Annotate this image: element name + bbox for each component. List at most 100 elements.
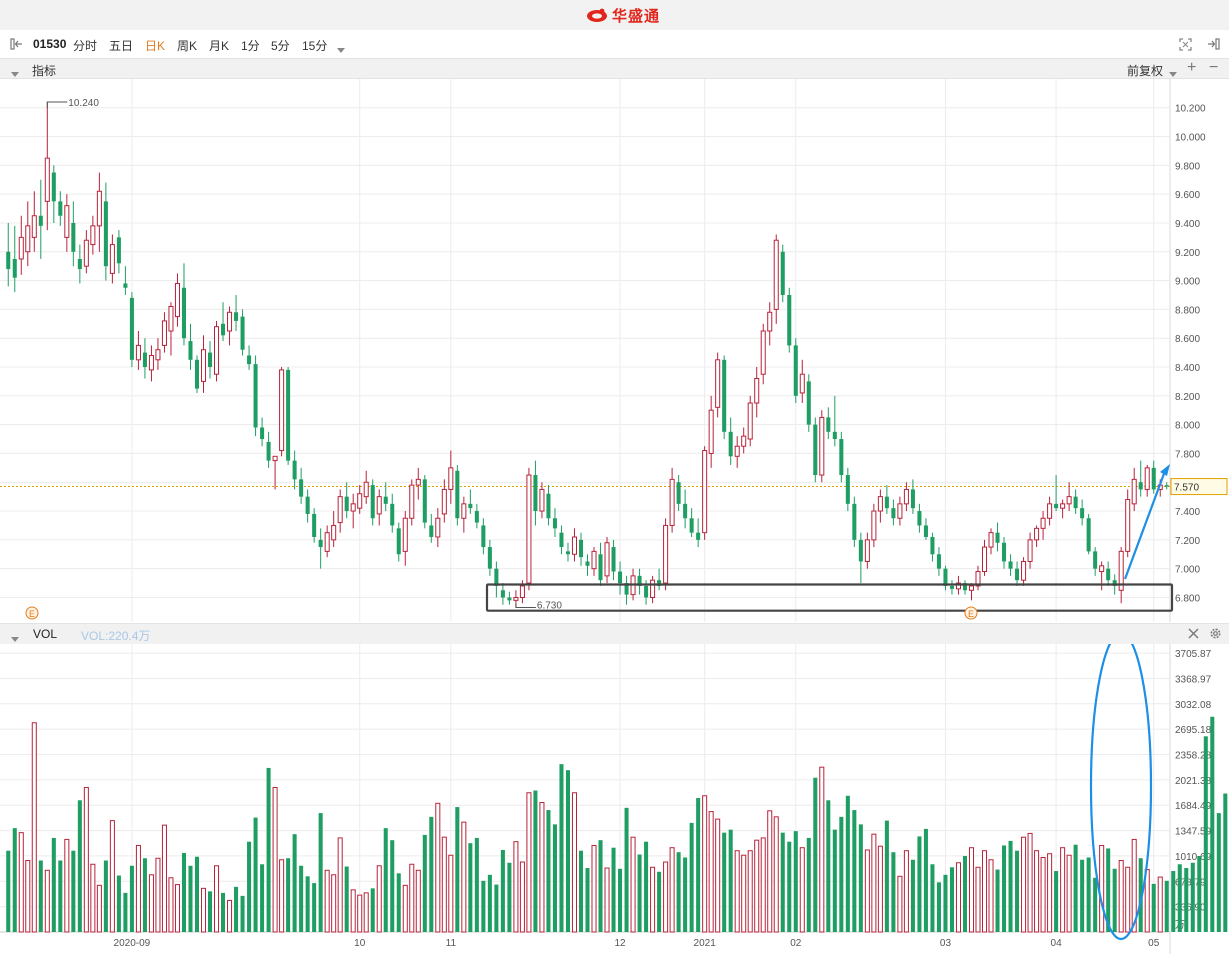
candle (903, 482, 909, 512)
volume-bar (1054, 871, 1059, 932)
tab-5min[interactable]: 5分 (271, 39, 290, 53)
candle-body (461, 503, 467, 519)
candle (18, 215, 24, 275)
tab-1min[interactable]: 1分 (241, 39, 260, 53)
volume-bar (604, 867, 610, 933)
candle (793, 338, 798, 404)
tab-weekly-k[interactable]: 周K (177, 39, 198, 53)
volume-bar (630, 836, 636, 933)
volume-bar (350, 889, 356, 933)
candle-body (734, 445, 740, 457)
volume-bar (207, 891, 213, 932)
candle-body (487, 547, 492, 569)
volume-bar (161, 824, 167, 933)
date-tick-label: 12 (614, 938, 626, 949)
candle (1093, 547, 1098, 576)
candle (286, 367, 291, 465)
candle (1034, 525, 1040, 548)
volume-bar (441, 836, 447, 933)
candle-body (773, 239, 779, 310)
fullscreen-icon[interactable] (1179, 38, 1192, 51)
candle-body (611, 547, 616, 572)
tab-15min[interactable]: 15分 (302, 39, 328, 53)
candle-body (109, 244, 115, 274)
candle (142, 338, 147, 379)
candle-body (1099, 565, 1105, 573)
candle (71, 201, 76, 267)
volume-bar (917, 836, 922, 932)
volume-bar (787, 841, 792, 932)
candle (832, 395, 837, 447)
candle (722, 355, 727, 440)
add-indicator-button[interactable]: + (1187, 59, 1197, 76)
candle (826, 407, 831, 440)
candle-body (200, 349, 207, 382)
candle-body (448, 467, 454, 490)
volume-tick-label: 1010.69 (1175, 852, 1212, 863)
date-tick-label: 10 (354, 938, 366, 949)
volume-bar (552, 824, 557, 932)
volume-bar (598, 840, 603, 932)
candle-body (526, 474, 532, 584)
candle (871, 503, 877, 548)
candle (702, 446, 708, 540)
volume-bar (1164, 880, 1169, 932)
volume-bar (676, 852, 681, 932)
volume-bar (754, 839, 760, 933)
candle-body (839, 439, 844, 476)
tab-five-day[interactable]: 五日 (109, 39, 134, 53)
candle (148, 345, 154, 382)
candle (1027, 532, 1033, 569)
candle-body (1118, 550, 1124, 591)
candle (747, 395, 753, 447)
volume-bar (1021, 836, 1027, 933)
candle (689, 508, 694, 537)
volume-bar (279, 859, 285, 933)
expand-panel-icon[interactable] (1206, 38, 1220, 50)
collapse-panel-icon[interactable] (10, 38, 24, 50)
volume-bar (1034, 850, 1040, 933)
volume-bar (357, 894, 363, 933)
candle (1164, 482, 1169, 490)
volume-bar (1080, 859, 1085, 932)
close-icon[interactable] (1188, 628, 1199, 639)
volume-bar (390, 840, 395, 932)
volume-bar (891, 852, 896, 932)
candle (728, 417, 733, 465)
candle (318, 528, 323, 569)
candle (571, 528, 578, 562)
volume-bar (949, 867, 954, 932)
adjust-chevron-down-icon[interactable] (1169, 66, 1177, 80)
candle-body (51, 172, 56, 202)
settings-gear-icon[interactable] (1209, 627, 1222, 640)
volume-bar (650, 866, 656, 933)
indicator-bar: 指标 前复权 + − (0, 59, 1229, 79)
indicator-toggle-chevron-down-icon[interactable] (11, 66, 19, 80)
candle-body (44, 157, 50, 202)
volume-bar (1047, 853, 1053, 933)
volume-tick-label: 673.79 (1175, 877, 1206, 888)
candle (943, 565, 948, 591)
candle (565, 542, 570, 562)
candle-body (689, 518, 694, 533)
candle (1002, 536, 1007, 569)
candle (350, 493, 356, 529)
volume-bar (148, 874, 154, 933)
remove-indicator-button[interactable]: − (1209, 59, 1219, 76)
candle (604, 536, 610, 584)
candle-body (871, 510, 877, 541)
volume-toggle-chevron-down-icon[interactable] (11, 631, 19, 645)
more-periods-chevron-down-icon[interactable] (337, 42, 345, 56)
candle-body (260, 427, 265, 440)
candle (383, 482, 388, 512)
volume-bar (611, 847, 616, 932)
candle-body (552, 518, 557, 529)
tab-monthly-k[interactable]: 月K (209, 39, 230, 53)
volume-bar (83, 786, 89, 933)
tab-daily-k[interactable]: 日K (145, 39, 166, 53)
tab-intraday[interactable]: 分时 (73, 39, 98, 53)
candle-body (6, 251, 11, 270)
candle-body (64, 205, 70, 238)
price-adjust-select[interactable]: 前复权 (1127, 64, 1164, 78)
indicator-label[interactable]: 指标 (32, 64, 57, 78)
